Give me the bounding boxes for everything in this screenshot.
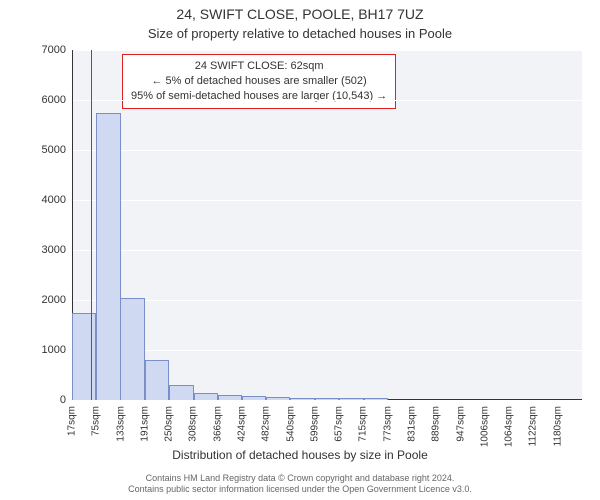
annotation-line: ← 5% of detached houses are smaller (502… [131, 74, 387, 89]
histogram-bar [290, 398, 314, 401]
gridline [72, 250, 582, 251]
x-tick-label: 715sqm [358, 406, 369, 442]
y-tick-label: 2000 [42, 294, 66, 306]
x-tick-label: 773sqm [382, 406, 393, 442]
x-tick-label: 17sqm [67, 406, 78, 436]
histogram-bar [218, 395, 242, 400]
histogram-bar [145, 360, 169, 400]
x-tick-label: 599sqm [309, 406, 320, 442]
y-tick-label: 4000 [42, 194, 66, 206]
y-tick-label: 6000 [42, 94, 66, 106]
histogram-bar [242, 396, 266, 400]
x-tick-label: 657sqm [334, 406, 345, 442]
histogram-bar [120, 298, 144, 401]
footer-line-2: Contains public sector information licen… [0, 484, 600, 496]
x-tick-label: 1006sqm [479, 406, 490, 447]
histogram-bar [266, 397, 290, 400]
x-tick-label: 947sqm [455, 406, 466, 442]
y-tick-label: 7000 [42, 44, 66, 56]
chart-title-main: 24, SWIFT CLOSE, POOLE, BH17 7UZ [0, 6, 600, 22]
gridline [72, 400, 582, 401]
plot-area: 24 SWIFT CLOSE: 62sqm← 5% of detached ho… [72, 50, 582, 400]
x-tick-label: 75sqm [91, 406, 102, 436]
x-tick-label: 366sqm [212, 406, 223, 442]
x-tick-label: 250sqm [164, 406, 175, 442]
footer-attribution: Contains HM Land Registry data © Crown c… [0, 473, 600, 496]
histogram-bar [72, 313, 96, 401]
x-tick-label: 540sqm [285, 406, 296, 442]
histogram-bar [315, 398, 339, 401]
y-tick-label: 1000 [42, 344, 66, 356]
gridline [72, 200, 582, 201]
x-tick-label: 308sqm [188, 406, 199, 442]
chart-container: 24, SWIFT CLOSE, POOLE, BH17 7UZ Size of… [0, 0, 600, 500]
x-tick-label: 482sqm [261, 406, 272, 442]
histogram-bar [169, 385, 193, 400]
histogram-bar [339, 398, 363, 401]
x-tick-label: 191sqm [139, 406, 150, 442]
annotation-line: 95% of semi-detached houses are larger (… [131, 89, 387, 104]
chart-title-sub: Size of property relative to detached ho… [0, 26, 600, 41]
histogram-bar [364, 398, 388, 400]
footer-line-1: Contains HM Land Registry data © Crown c… [0, 473, 600, 485]
x-tick-label: 889sqm [431, 406, 442, 442]
y-tick-label: 0 [60, 394, 66, 406]
histogram-bar [96, 113, 120, 401]
annotation-line: 24 SWIFT CLOSE: 62sqm [131, 59, 387, 74]
y-tick-label: 3000 [42, 244, 66, 256]
histogram-bar [194, 393, 218, 401]
x-axis-label: Distribution of detached houses by size … [0, 448, 600, 462]
gridline [72, 100, 582, 101]
gridline [72, 150, 582, 151]
x-tick-label: 133sqm [115, 406, 126, 442]
gridline [72, 300, 582, 301]
property-marker-line [91, 50, 92, 400]
x-tick-label: 1180sqm [552, 406, 563, 446]
x-tick-label: 1122sqm [528, 406, 539, 446]
gridline [72, 50, 582, 51]
x-tick-label: 424sqm [237, 406, 248, 442]
y-tick-label: 5000 [42, 144, 66, 156]
x-tick-label: 831sqm [407, 406, 418, 442]
gridline [72, 350, 582, 351]
x-tick-label: 1064sqm [504, 406, 515, 447]
